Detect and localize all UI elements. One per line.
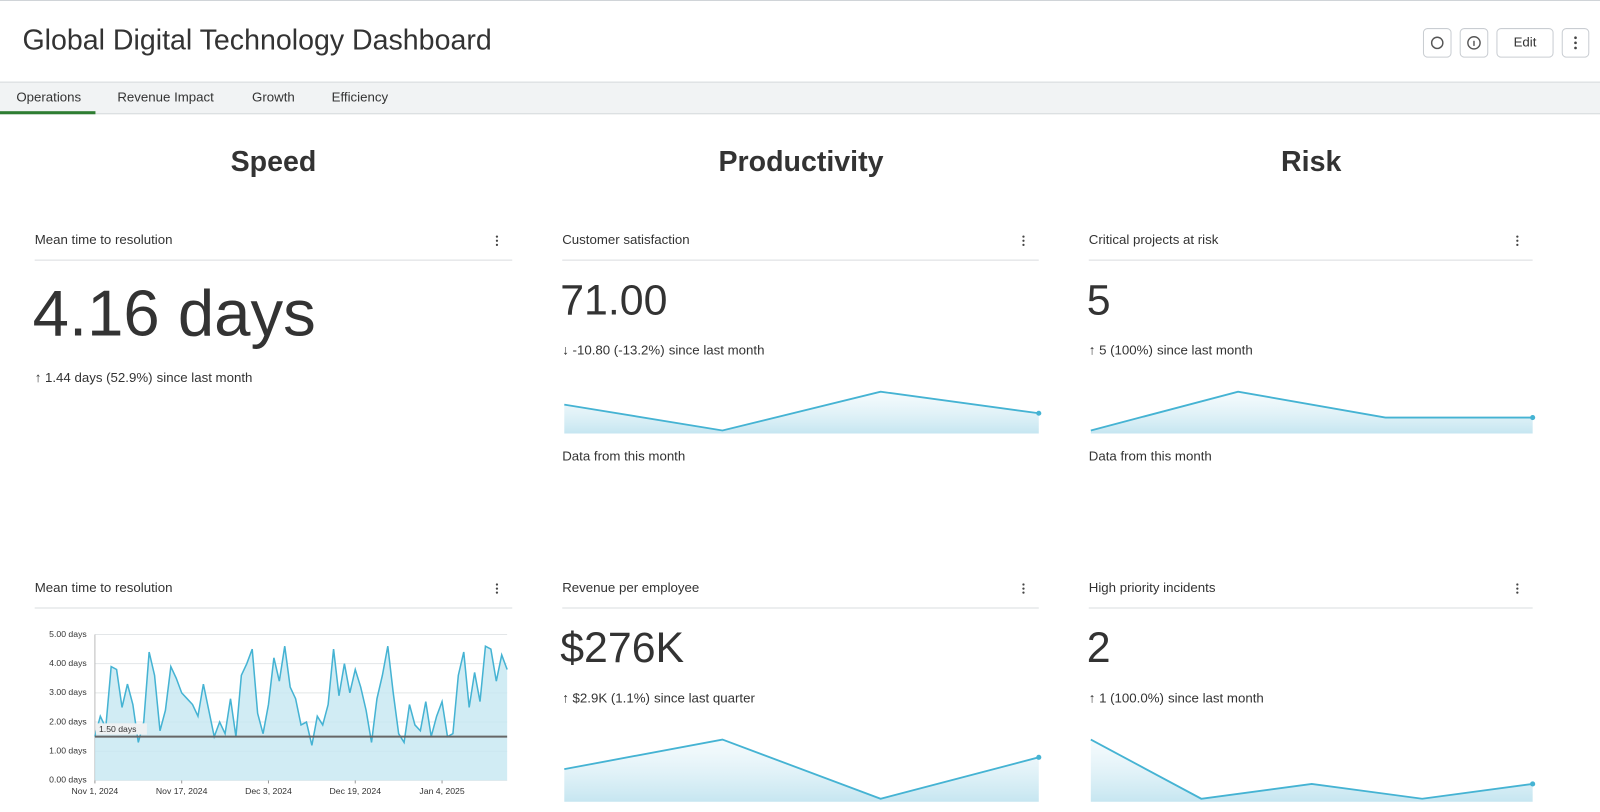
widget-menu-dot[interactable] [495,243,499,246]
widget-menu-dot[interactable] [495,591,499,594]
widget-menu-dot[interactable] [1022,239,1025,242]
widget-menu-dot[interactable] [495,235,499,238]
widget-title: Mean time to resolution [35,232,173,247]
kpi-period: since last month [157,370,253,385]
widget-menu-dot[interactable] [1516,591,1519,594]
edit-label[interactable]: Edit [1514,34,1537,49]
edit-button[interactable]: Edit [1496,28,1554,58]
kpi-period: since last month [1157,342,1253,357]
widget-title: Revenue per employee [562,580,699,595]
tab[interactable]: Growth [252,89,295,104]
x-tick-label: Nov 17, 2024 [156,786,208,796]
widget-title: Mean time to resolution [35,580,173,595]
more-button[interactable] [1561,28,1590,58]
y-tick-label: 4.00 days [49,658,87,668]
widget-menu-dot[interactable] [1022,243,1025,246]
sparkline [564,390,1039,432]
kpi-delta: ↑ 1.44 days (52.9%) [35,370,153,385]
y-tick-label: 2.00 days [49,716,87,726]
kpi-value: $276K [560,624,684,672]
header-bar [0,0,1600,82]
widget-menu-dot[interactable] [495,587,499,590]
tab-bar [0,81,1600,115]
sparkline-area [564,391,1039,434]
y-tick-label: 5.00 days [49,629,87,639]
sparkline-end-dot [1036,410,1042,416]
sparkline-area [564,739,1039,802]
sparkline-end-dot [1530,415,1536,421]
widget-note: Data from this month [562,449,685,464]
sparkline-end-dot [1530,781,1536,787]
tab[interactable]: Efficiency [332,89,389,104]
widget-menu-dot[interactable] [1516,583,1519,586]
tab[interactable]: Operations [16,89,81,104]
widget-menu-dot[interactable] [1516,239,1519,242]
sparkline [564,738,1040,800]
widget-menu-dot[interactable] [1516,235,1519,238]
kpi-value: 71.00 [560,276,667,324]
kpi-period: since last month [669,342,765,357]
widget-menu-dot[interactable] [495,239,499,242]
kpi-delta: ↑ 1 (100.0%) [1089,690,1164,705]
widget-title: Customer satisfaction [562,232,689,247]
info-button[interactable] [1459,28,1489,58]
sparkline [1090,738,1533,800]
kpi-delta: ↑ $2.9K (1.1%) [562,690,650,705]
line [94,644,508,746]
refresh-button[interactable] [1422,28,1452,58]
sparkline-end-dot [1036,754,1042,760]
widget-menu-dot[interactable] [1022,235,1025,238]
content: Speed Productivity Risk Mean time to resolu… [33,146,1536,802]
kpi-period: since last month [1168,690,1264,705]
y-tick-label: 3.00 days [49,687,87,697]
section-heading: Risk [1281,146,1341,178]
widget-menu-dot[interactable] [1022,591,1025,594]
kpi-value: 5 [1087,276,1111,324]
kpi-value: 4.16 days [33,277,316,350]
kpi-delta: ↑ 5 (100%) [1089,342,1153,357]
y-tick-label: 1.00 days [49,745,87,755]
dashboard-title: Global Digital Technology Dashboard [22,24,491,56]
section-heading: Speed [231,146,317,178]
kpi-value: 2 [1087,624,1111,672]
reference-label: 1.50 days [99,724,137,734]
x-tick-label: Dec 19, 2024 [330,786,382,796]
active-tab-indicator [0,111,96,115]
widget-menu-dot[interactable] [1516,243,1519,246]
widget-title: High priority incidents [1089,580,1216,595]
section-heading: Productivity [719,146,884,178]
x-tick-label: Jan 4, 2025 [419,786,464,796]
sparkline [1090,390,1533,432]
tabs: Operations Revenue Impact Growth Efficiency [0,89,389,115]
kpi-period: since last quarter [654,690,755,705]
line-area [94,646,508,781]
x-tick-label: Dec 3, 2024 [245,786,292,796]
widget-menu-dot[interactable] [1022,583,1025,586]
reference-label-box [95,723,147,735]
widget-title: Critical projects at risk [1089,232,1219,247]
tab[interactable]: Revenue Impact [117,89,214,104]
sparkline-area [1090,739,1533,802]
widget-menu-dot[interactable] [1516,587,1519,590]
x-tick-label: Nov 1, 2024 [72,786,119,796]
y-tick-label: 0.00 days [49,775,87,785]
widget-note: Data from this month [1089,449,1212,464]
kpi-delta: ↓ -10.80 (-13.2%) [562,342,664,357]
widget-menu-dot[interactable] [495,583,499,586]
widget-menu-dot[interactable] [1022,587,1025,590]
